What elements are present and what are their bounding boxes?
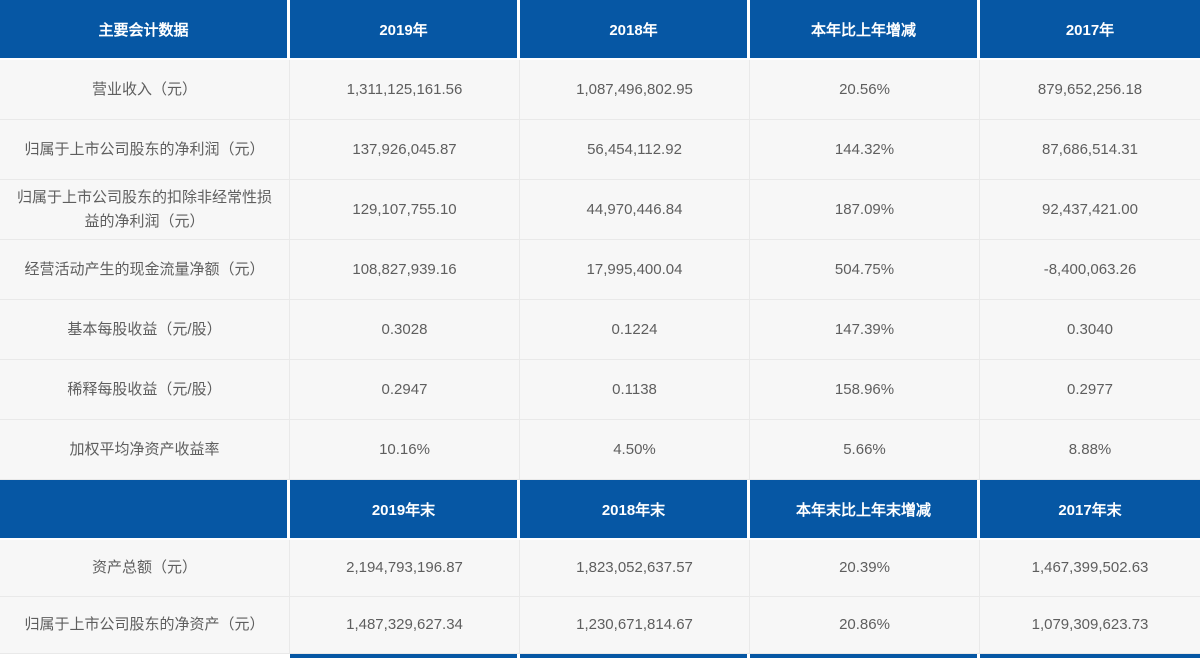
column-header-yoy-end-change: 本年末比上年末增减 [750, 480, 980, 540]
metric-value: 144.32% [750, 120, 980, 180]
metric-value: 56,454,112.92 [520, 120, 750, 180]
column-header-2017: 2017年 [980, 0, 1200, 60]
metric-label-basic-eps: 基本每股收益（元/股） [0, 300, 290, 360]
metric-value: 92,437,421.00 [980, 180, 1200, 240]
metric-value: 0.2947 [290, 360, 520, 420]
next-header-strip-blank [0, 654, 290, 658]
next-header-strip [290, 654, 520, 658]
column-header-2017-end: 2017年末 [980, 480, 1200, 540]
metric-value: 1,079,309,623.73 [980, 597, 1200, 654]
metric-value: 1,823,052,637.57 [520, 540, 750, 597]
metric-value: 10.16% [290, 420, 520, 480]
metric-label-operating-cash-flow: 经营活动产生的现金流量净额（元） [0, 240, 290, 300]
metric-value: 87,686,514.31 [980, 120, 1200, 180]
metric-value: 1,230,671,814.67 [520, 597, 750, 654]
metric-value: 879,652,256.18 [980, 60, 1200, 120]
metric-value: 8.88% [980, 420, 1200, 480]
metric-value: 137,926,045.87 [290, 120, 520, 180]
metric-value: 129,107,755.10 [290, 180, 520, 240]
metric-label-net-profit: 归属于上市公司股东的净利润（元） [0, 120, 290, 180]
metric-value: 158.96% [750, 360, 980, 420]
metric-value: 0.3040 [980, 300, 1200, 360]
column-header-main: 主要会计数据 [0, 0, 290, 60]
metric-value: 0.1224 [520, 300, 750, 360]
next-header-strip [980, 654, 1200, 658]
metric-value: 0.2977 [980, 360, 1200, 420]
metric-value: 5.66% [750, 420, 980, 480]
column-header-2019-end: 2019年末 [290, 480, 520, 540]
column-header-yoy-change: 本年比上年增减 [750, 0, 980, 60]
metric-label-total-assets: 资产总额（元） [0, 540, 290, 597]
next-header-strip [520, 654, 750, 658]
metric-value: 0.1138 [520, 360, 750, 420]
metric-value: 17,995,400.04 [520, 240, 750, 300]
metric-label-net-assets: 归属于上市公司股东的净资产（元） [0, 597, 290, 654]
metric-label-diluted-eps: 稀释每股收益（元/股） [0, 360, 290, 420]
metric-value: 1,467,399,502.63 [980, 540, 1200, 597]
metric-value: 2,194,793,196.87 [290, 540, 520, 597]
metric-value: 504.75% [750, 240, 980, 300]
next-header-strip [750, 654, 980, 658]
column-header-2018: 2018年 [520, 0, 750, 60]
column-header-2018-end: 2018年末 [520, 480, 750, 540]
metric-label-net-profit-excl-nonrecurring: 归属于上市公司股东的扣除非经常性损益的净利润（元） [0, 180, 290, 240]
metric-value: 147.39% [750, 300, 980, 360]
metric-value: 1,487,329,627.34 [290, 597, 520, 654]
metric-value: 44,970,446.84 [520, 180, 750, 240]
metric-value: -8,400,063.26 [980, 240, 1200, 300]
metric-value: 20.39% [750, 540, 980, 597]
metric-label-revenue: 营业收入（元） [0, 60, 290, 120]
metric-value: 187.09% [750, 180, 980, 240]
metric-label-weighted-avg-roe: 加权平均净资产收益率 [0, 420, 290, 480]
metric-value: 0.3028 [290, 300, 520, 360]
column-header-blank [0, 480, 290, 540]
metric-value: 20.56% [750, 60, 980, 120]
metric-value: 20.86% [750, 597, 980, 654]
metric-value: 1,087,496,802.95 [520, 60, 750, 120]
metric-value: 1,311,125,161.56 [290, 60, 520, 120]
metric-value: 108,827,939.16 [290, 240, 520, 300]
metric-value: 4.50% [520, 420, 750, 480]
column-header-2019: 2019年 [290, 0, 520, 60]
